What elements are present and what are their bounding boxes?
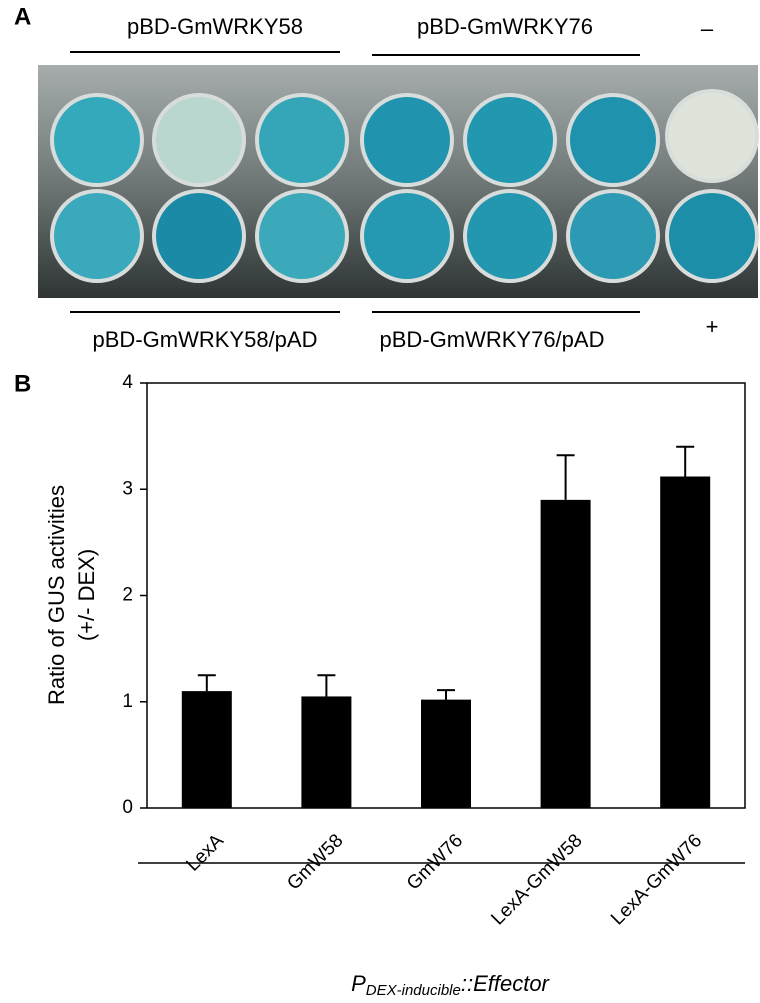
group-label: + <box>706 314 719 339</box>
x-tick-label: LexA <box>182 830 228 876</box>
bar <box>540 499 591 808</box>
x-axis-label: PDEX-inducible::Effector <box>351 971 550 999</box>
y-axis-label: (+/- DEX) <box>74 549 99 641</box>
bar <box>301 696 352 808</box>
group-label: – <box>701 16 714 41</box>
x-tick-label: LexA-GmW76 <box>607 830 706 929</box>
y-tick-label: 1 <box>122 691 133 712</box>
y-tick-label: 4 <box>122 372 133 393</box>
panel-label: B <box>14 370 31 397</box>
x-label-main: P <box>351 971 366 996</box>
y-tick-label: 3 <box>122 478 133 499</box>
y-axis-label: Ratio of GUS activities <box>44 485 69 705</box>
panel-label: A <box>14 3 31 30</box>
y-tick-label: 2 <box>122 585 133 606</box>
x-tick-label: LexA-GmW58 <box>487 830 586 929</box>
x-label-suffix: ::Effector <box>461 971 551 996</box>
group-label: pBD-GmWRKY76/pAD <box>380 327 605 352</box>
x-label-subscript: DEX-inducible <box>366 982 461 999</box>
bar <box>660 476 711 808</box>
bar <box>181 691 232 808</box>
group-label: pBD-GmWRKY58/pAD <box>93 327 318 352</box>
y-tick-label: 0 <box>122 797 133 818</box>
wells <box>50 89 759 283</box>
bar <box>421 699 471 808</box>
group-label: pBD-GmWRKY58 <box>127 14 303 39</box>
group-label: pBD-GmWRKY76 <box>417 14 593 39</box>
